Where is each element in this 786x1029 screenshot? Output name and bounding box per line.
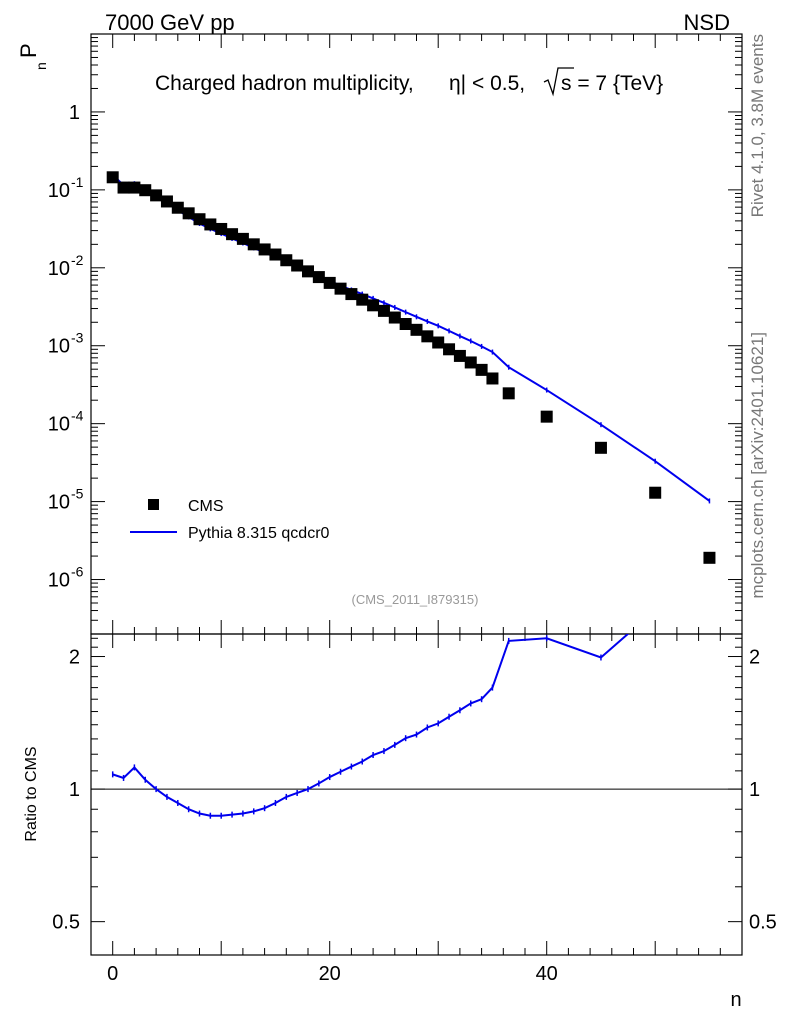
cms-point [193, 213, 206, 226]
cms-point [399, 318, 412, 331]
header-right-label: NSD [684, 10, 730, 35]
main-y-tick-label: 1 [69, 102, 80, 124]
cms-point [475, 363, 488, 376]
main-y-tick-labels: 110-110-210-310-410-510-6 [48, 102, 84, 592]
main-panel: 110-110-210-310-410-510-6 P n Charged ha… [16, 33, 743, 635]
main-y-tick-label: 10 [48, 336, 70, 358]
cms-point [432, 336, 445, 349]
ratio-y-tick-labels: 0.5 0.5 1 1 2 2 [52, 647, 777, 934]
cms-point [312, 271, 325, 284]
cms-point [388, 311, 401, 324]
cms-point [215, 222, 228, 235]
y-axis-label-subscript: n [33, 62, 49, 70]
cms-point [291, 259, 304, 272]
main-y-tick-label: 10 [48, 492, 70, 514]
main-y-tick-exponent: -3 [71, 330, 84, 346]
cms-point [345, 288, 358, 301]
cms-point [150, 189, 163, 202]
main-y-tick-exponent: -2 [71, 252, 84, 268]
main-y-tick-exponent: -6 [71, 564, 84, 580]
sqrt-symbol [543, 67, 574, 97]
chart-title-part-a: Charged hadron multiplicity, [155, 72, 414, 95]
ratio-y-tick-label-right: 0.5 [749, 912, 777, 934]
legend-marker-cms [148, 499, 159, 510]
cms-point [703, 551, 716, 564]
ratio-series-line [112, 634, 630, 817]
main-y-tick-exponent: -5 [71, 486, 84, 502]
mc-ratio-curve [111, 634, 630, 819]
cms-point [410, 323, 423, 336]
main-axis-ticks [90, 33, 743, 635]
x-tick-label: 40 [536, 963, 558, 985]
cms-point [323, 276, 336, 289]
x-tick-label: 20 [319, 963, 341, 985]
cms-point [128, 181, 141, 194]
cms-point [464, 356, 477, 369]
header-left-label: 7000 GeV pp [105, 10, 235, 35]
cms-point [106, 171, 119, 184]
cms-point [453, 349, 466, 362]
ratio-y-tick-label-left: 1 [69, 779, 80, 801]
chart-title-part-b: η| < 0.5, [449, 72, 525, 95]
x-tick-labels: 0 20 40 [107, 963, 558, 985]
cms-point [421, 330, 434, 343]
cms-point [226, 228, 239, 241]
cms-point [486, 372, 499, 385]
main-y-tick-exponent: -4 [71, 408, 84, 424]
ratio-y-tick-label-right: 2 [749, 647, 760, 669]
cms-point [171, 201, 184, 214]
cms-point [377, 304, 390, 317]
cms-point [117, 181, 130, 194]
cms-point [258, 243, 271, 256]
chart-title: Charged hadron multiplicity, η| < 0.5, s… [155, 67, 663, 97]
cms-data-points [106, 171, 716, 564]
legend-label-mc: Pythia 8.315 qcdcr0 [188, 525, 330, 542]
y-axis-label: P [16, 43, 41, 58]
cms-point [502, 387, 515, 400]
cms-point [280, 254, 293, 267]
cms-point [443, 343, 456, 356]
cms-point [367, 299, 380, 312]
chart-title-part-c: s = 7 {TeV} [561, 72, 663, 95]
ratio-y-tick-label-right: 1 [749, 779, 760, 801]
main-y-axis-title: P n [16, 43, 49, 70]
rivet-info-label: Rivet 4.1.0, 3.8M events [748, 34, 767, 217]
analysis-id-label: (CMS_2011_I879315) [352, 592, 479, 607]
cms-point [204, 218, 217, 231]
cms-point [540, 410, 553, 423]
cms-point [334, 282, 347, 295]
x-axis-label: n [730, 989, 741, 1011]
ratio-panel: 0.5 0.5 1 1 2 2 0 20 40 Ratio to CMS n [23, 633, 777, 1011]
cms-point [247, 238, 260, 251]
main-y-tick-label: 10 [48, 258, 70, 280]
cms-point [182, 207, 195, 220]
ratio-axis-ticks [90, 634, 743, 955]
ratio-y-axis-label: Ratio to CMS [23, 746, 40, 841]
legend-label-cms: CMS [188, 498, 224, 515]
cms-point [160, 195, 173, 208]
main-y-tick-label: 10 [48, 414, 70, 436]
main-y-tick-exponent: -1 [71, 174, 84, 190]
cms-point [594, 441, 607, 454]
legend: CMS Pythia 8.315 qcdcr0 [130, 498, 330, 542]
ratio-y-tick-label-left: 0.5 [52, 912, 80, 934]
x-tick-label: 0 [107, 963, 118, 985]
ratio-frame [90, 633, 743, 956]
ratio-y-tick-label-left: 2 [69, 647, 80, 669]
main-y-tick-label: 10 [48, 180, 70, 202]
cms-point [139, 184, 152, 197]
source-label: mcplots.cern.ch [arXiv:2401.10621] [748, 332, 767, 598]
main-y-tick-label: 10 [48, 570, 70, 592]
cms-point [649, 486, 662, 499]
cms-point [356, 293, 369, 306]
cms-point [236, 232, 249, 245]
cms-point [269, 248, 282, 261]
cms-point [302, 265, 314, 278]
